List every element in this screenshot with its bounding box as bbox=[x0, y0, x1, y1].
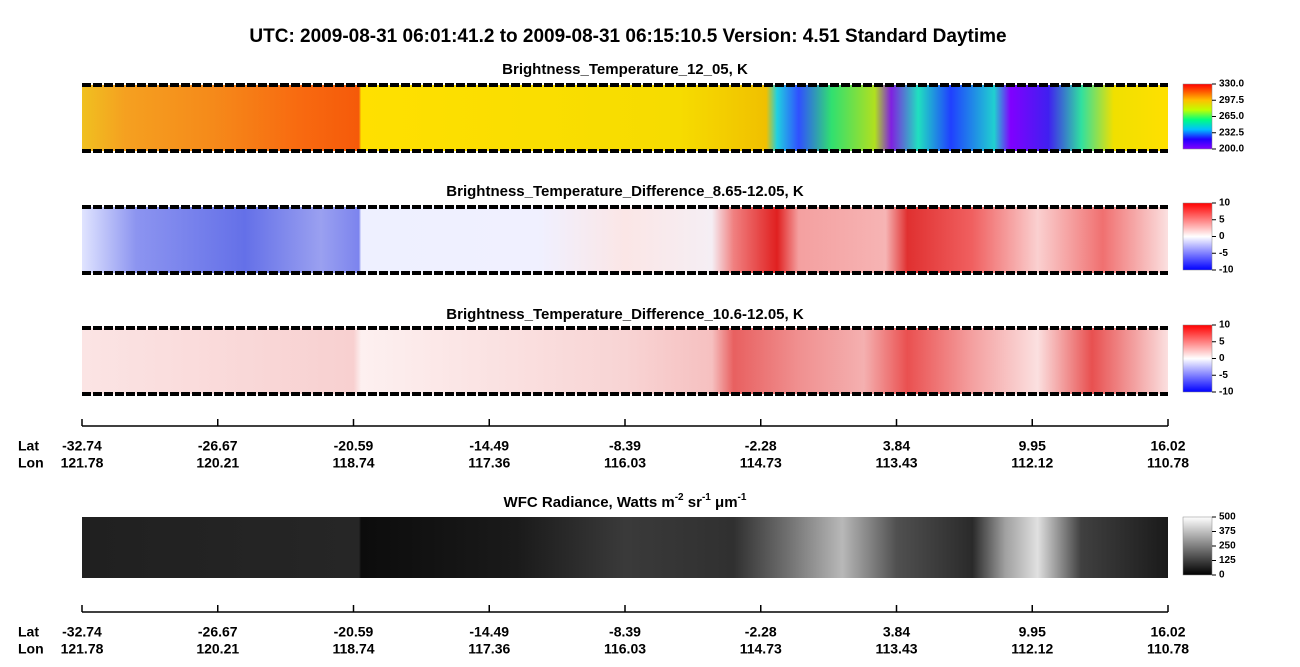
lat-label: -26.67 bbox=[198, 438, 238, 454]
lon-label: 116.03 bbox=[604, 641, 646, 657]
lat-label: -8.39 bbox=[609, 438, 641, 454]
lon-label: 121.78 bbox=[61, 455, 104, 471]
lat-label: -32.74 bbox=[62, 438, 102, 454]
lat-label: 9.95 bbox=[1019, 624, 1046, 640]
lon-label: 120.21 bbox=[196, 455, 239, 471]
axis-row-label: Lon bbox=[18, 455, 44, 471]
lat-label: -32.74 bbox=[62, 624, 102, 640]
lon-label: 113.43 bbox=[875, 455, 917, 471]
colorbar-tick-label: 0 bbox=[1219, 353, 1225, 364]
panel-title: WFC Radiance, Watts m-2 sr-1 μm-1 bbox=[504, 492, 747, 511]
lon-label: 112.12 bbox=[1011, 455, 1053, 471]
title-superscript: -1 bbox=[702, 492, 711, 503]
lon-label: 112.12 bbox=[1011, 641, 1053, 657]
lon-label: 114.73 bbox=[740, 455, 782, 471]
colorbar-tick-label: 0 bbox=[1219, 231, 1225, 242]
lat-label: 16.02 bbox=[1150, 624, 1185, 640]
lat-label: -2.28 bbox=[745, 624, 777, 640]
colorbar-tick-label: -5 bbox=[1219, 370, 1228, 381]
lat-label: 9.95 bbox=[1019, 438, 1046, 454]
axis-row-label: Lon bbox=[18, 641, 44, 657]
lat-label: 3.84 bbox=[883, 438, 910, 454]
lon-label: 117.36 bbox=[468, 641, 510, 657]
page-title: UTC: 2009-08-31 06:01:41.2 to 2009-08-31… bbox=[249, 26, 1006, 47]
colorbar-tick-label: 297.5 bbox=[1219, 95, 1244, 106]
lat-label: 3.84 bbox=[883, 624, 910, 640]
colorbar-tick-label: 500 bbox=[1219, 512, 1236, 523]
lat-label: -14.49 bbox=[469, 624, 509, 640]
image-strip bbox=[82, 328, 1168, 394]
title-text: sr bbox=[684, 494, 703, 511]
image-strip bbox=[82, 517, 1168, 578]
colorbar-tick-label: 10 bbox=[1219, 320, 1231, 331]
lon-label: 121.78 bbox=[61, 641, 104, 657]
colorbar-tick-label: 250 bbox=[1219, 541, 1236, 552]
colorbar-tick-label: 0 bbox=[1219, 570, 1225, 581]
colorbar-tick-label: 10 bbox=[1219, 198, 1231, 209]
panel-title: Brightness_Temperature_Difference_10.6-1… bbox=[446, 306, 804, 323]
colorbar bbox=[1182, 516, 1213, 576]
lat-label: 16.02 bbox=[1150, 438, 1185, 454]
title-superscript: -1 bbox=[738, 492, 747, 503]
colorbar-tick-label: 125 bbox=[1219, 555, 1236, 566]
colorbar bbox=[1182, 324, 1213, 393]
lon-label: 113.43 bbox=[875, 641, 917, 657]
panel-title: Brightness_Temperature_Difference_8.65-1… bbox=[446, 183, 804, 200]
title-text: WFC Radiance, Watts m bbox=[504, 494, 675, 511]
lon-label: 117.36 bbox=[468, 455, 510, 471]
colorbar bbox=[1182, 202, 1213, 271]
lat-label: -20.59 bbox=[334, 438, 374, 454]
colorbar-tick-label: 375 bbox=[1219, 526, 1236, 537]
colorbar-tick-label: 232.5 bbox=[1219, 127, 1244, 138]
colorbar-tick-label: 5 bbox=[1219, 214, 1225, 225]
axis-row-label: Lat bbox=[18, 438, 39, 454]
image-strip bbox=[82, 207, 1168, 273]
colorbar-tick-label: -5 bbox=[1219, 248, 1228, 259]
colorbar-tick-label: 200.0 bbox=[1219, 144, 1244, 155]
title-superscript: -2 bbox=[675, 492, 684, 503]
colorbar-tick-label: 265.0 bbox=[1219, 111, 1244, 122]
colorbar-tick-label: 5 bbox=[1219, 336, 1225, 347]
panel-title: Brightness_Temperature_12_05, K bbox=[502, 61, 748, 78]
lon-label: 114.73 bbox=[740, 641, 782, 657]
colorbar-tick-label: 330.0 bbox=[1219, 79, 1244, 90]
colorbar-tick-label: -10 bbox=[1219, 265, 1234, 276]
title-text: μm bbox=[711, 494, 738, 511]
lon-label: 110.78 bbox=[1147, 641, 1189, 657]
colorbar bbox=[1182, 83, 1213, 150]
image-strip bbox=[82, 85, 1168, 151]
lon-label: 118.74 bbox=[332, 455, 374, 471]
colorbar-tick-label: -10 bbox=[1219, 387, 1234, 398]
lon-label: 116.03 bbox=[604, 455, 646, 471]
lon-label: 118.74 bbox=[332, 641, 374, 657]
axis-row-label: Lat bbox=[18, 624, 39, 640]
lon-label: 110.78 bbox=[1147, 455, 1189, 471]
lat-label: -20.59 bbox=[334, 624, 374, 640]
lat-label: -14.49 bbox=[469, 438, 509, 454]
lat-label: -2.28 bbox=[745, 438, 777, 454]
lon-label: 120.21 bbox=[196, 641, 239, 657]
lat-label: -26.67 bbox=[198, 624, 238, 640]
lat-label: -8.39 bbox=[609, 624, 641, 640]
